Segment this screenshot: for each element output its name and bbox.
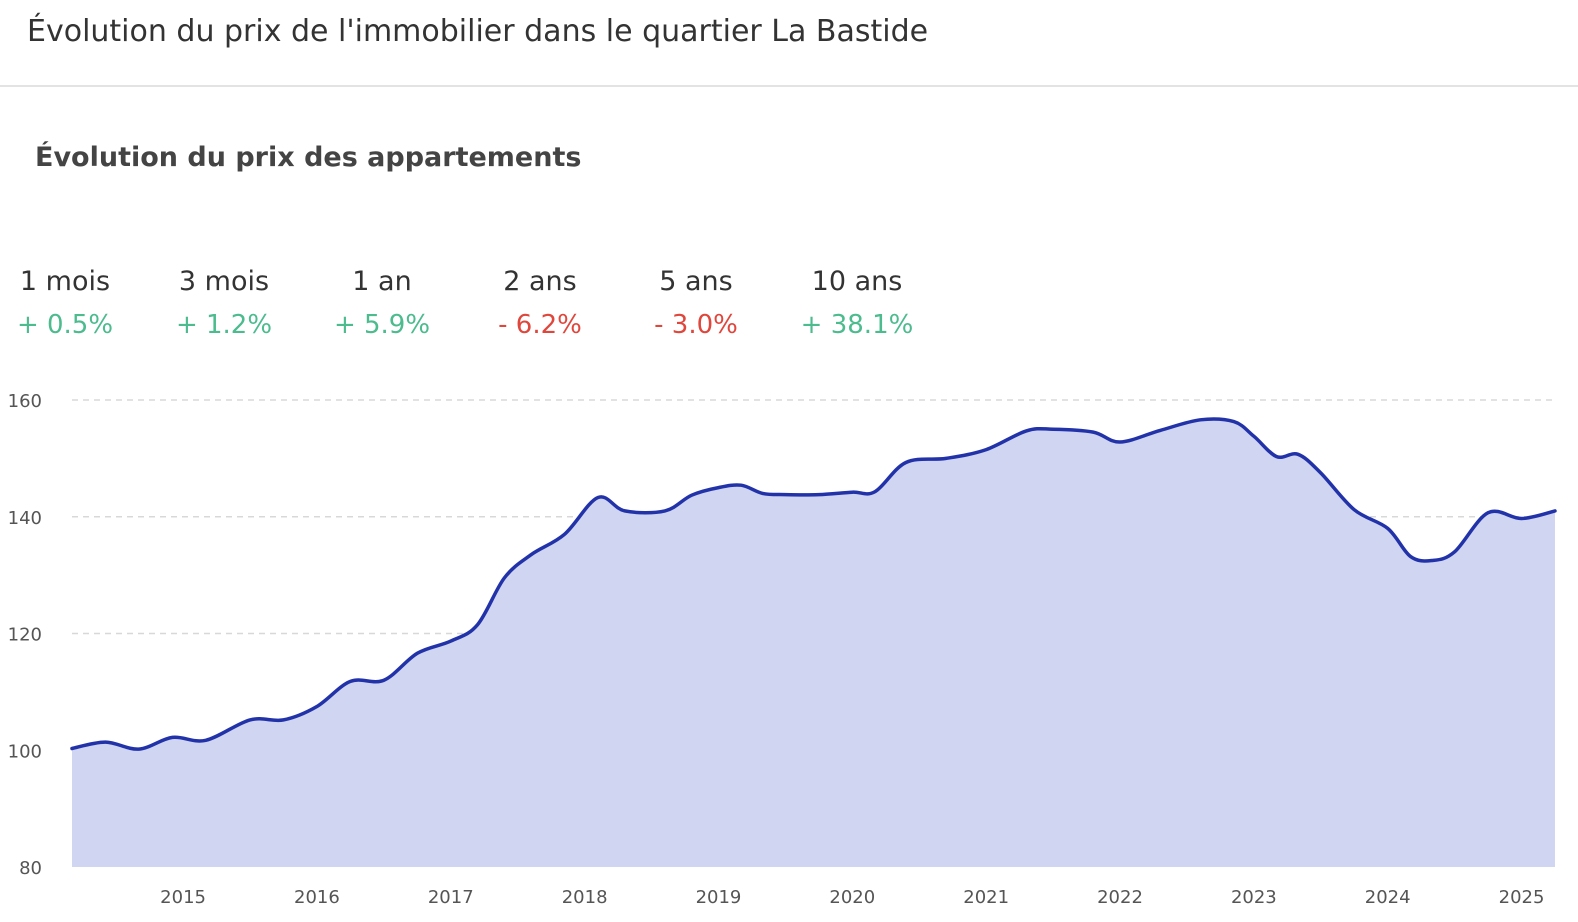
x-tick-label: 2018 bbox=[562, 887, 608, 908]
x-axis: 2015 2016 2017 2018 2019 2020 2021 2022 2023 2024… bbox=[160, 887, 1544, 908]
stat-1-year: 1 an + 5.9% bbox=[334, 262, 430, 348]
y-tick-label: 160 bbox=[8, 391, 42, 412]
page-header: Évolution du prix de l'immobilier dans l… bbox=[0, 0, 1578, 87]
y-tick-label: 140 bbox=[8, 508, 42, 529]
stat-period: 10 ans bbox=[811, 266, 903, 297]
x-tick-label: 2015 bbox=[160, 887, 206, 908]
stat-value: + 38.1% bbox=[800, 310, 914, 340]
price-area bbox=[72, 419, 1555, 867]
y-tick-label: 100 bbox=[8, 741, 42, 762]
x-tick-label: 2017 bbox=[428, 887, 474, 908]
x-tick-label: 2016 bbox=[294, 887, 340, 908]
stat-period: 1 mois bbox=[19, 266, 111, 297]
x-tick-label: 2022 bbox=[1097, 887, 1143, 908]
y-tick-label: 80 bbox=[19, 858, 42, 879]
stat-value: + 0.5% bbox=[16, 310, 114, 340]
area-layer bbox=[70, 417, 1557, 867]
stat-10-years: 10 ans + 38.1% bbox=[801, 262, 914, 348]
stat-2-years: 2 ans - 6.2% bbox=[498, 262, 582, 348]
stat-5-years: 5 ans - 3.0% bbox=[654, 262, 738, 348]
stat-value: - 3.0% bbox=[654, 310, 738, 340]
stat-period: 3 mois bbox=[178, 266, 270, 297]
x-tick-label: 2025 bbox=[1499, 887, 1545, 908]
x-tick-label: 2023 bbox=[1231, 887, 1277, 908]
stat-period: 2 ans bbox=[503, 266, 577, 297]
page-title: Évolution du prix de l'immobilier dans l… bbox=[27, 14, 929, 49]
stat-period: 5 ans bbox=[659, 266, 733, 297]
stat-1-month: 1 mois + 0.5% bbox=[17, 262, 113, 348]
x-tick-label: 2020 bbox=[829, 887, 875, 908]
stat-value: - 6.2% bbox=[498, 310, 582, 340]
stat-3-months: 3 mois + 1.2% bbox=[176, 262, 272, 348]
y-axis: 80 100 120 140 160 bbox=[8, 391, 42, 879]
section-title: Évolution du prix des appartements bbox=[35, 142, 582, 173]
price-line bbox=[70, 417, 1557, 751]
stat-value: + 1.2% bbox=[175, 310, 273, 340]
stat-value: + 5.9% bbox=[333, 310, 431, 340]
x-tick-label: 2021 bbox=[963, 887, 1009, 908]
x-tick-label: 2019 bbox=[696, 887, 742, 908]
y-tick-label: 120 bbox=[8, 625, 42, 646]
stat-period: 1 an bbox=[352, 266, 412, 297]
x-tick-label: 2024 bbox=[1365, 887, 1411, 908]
price-change-stats: 1 mois + 0.5% 3 mois + 1.2% 1 an + 5.9% … bbox=[0, 262, 960, 352]
